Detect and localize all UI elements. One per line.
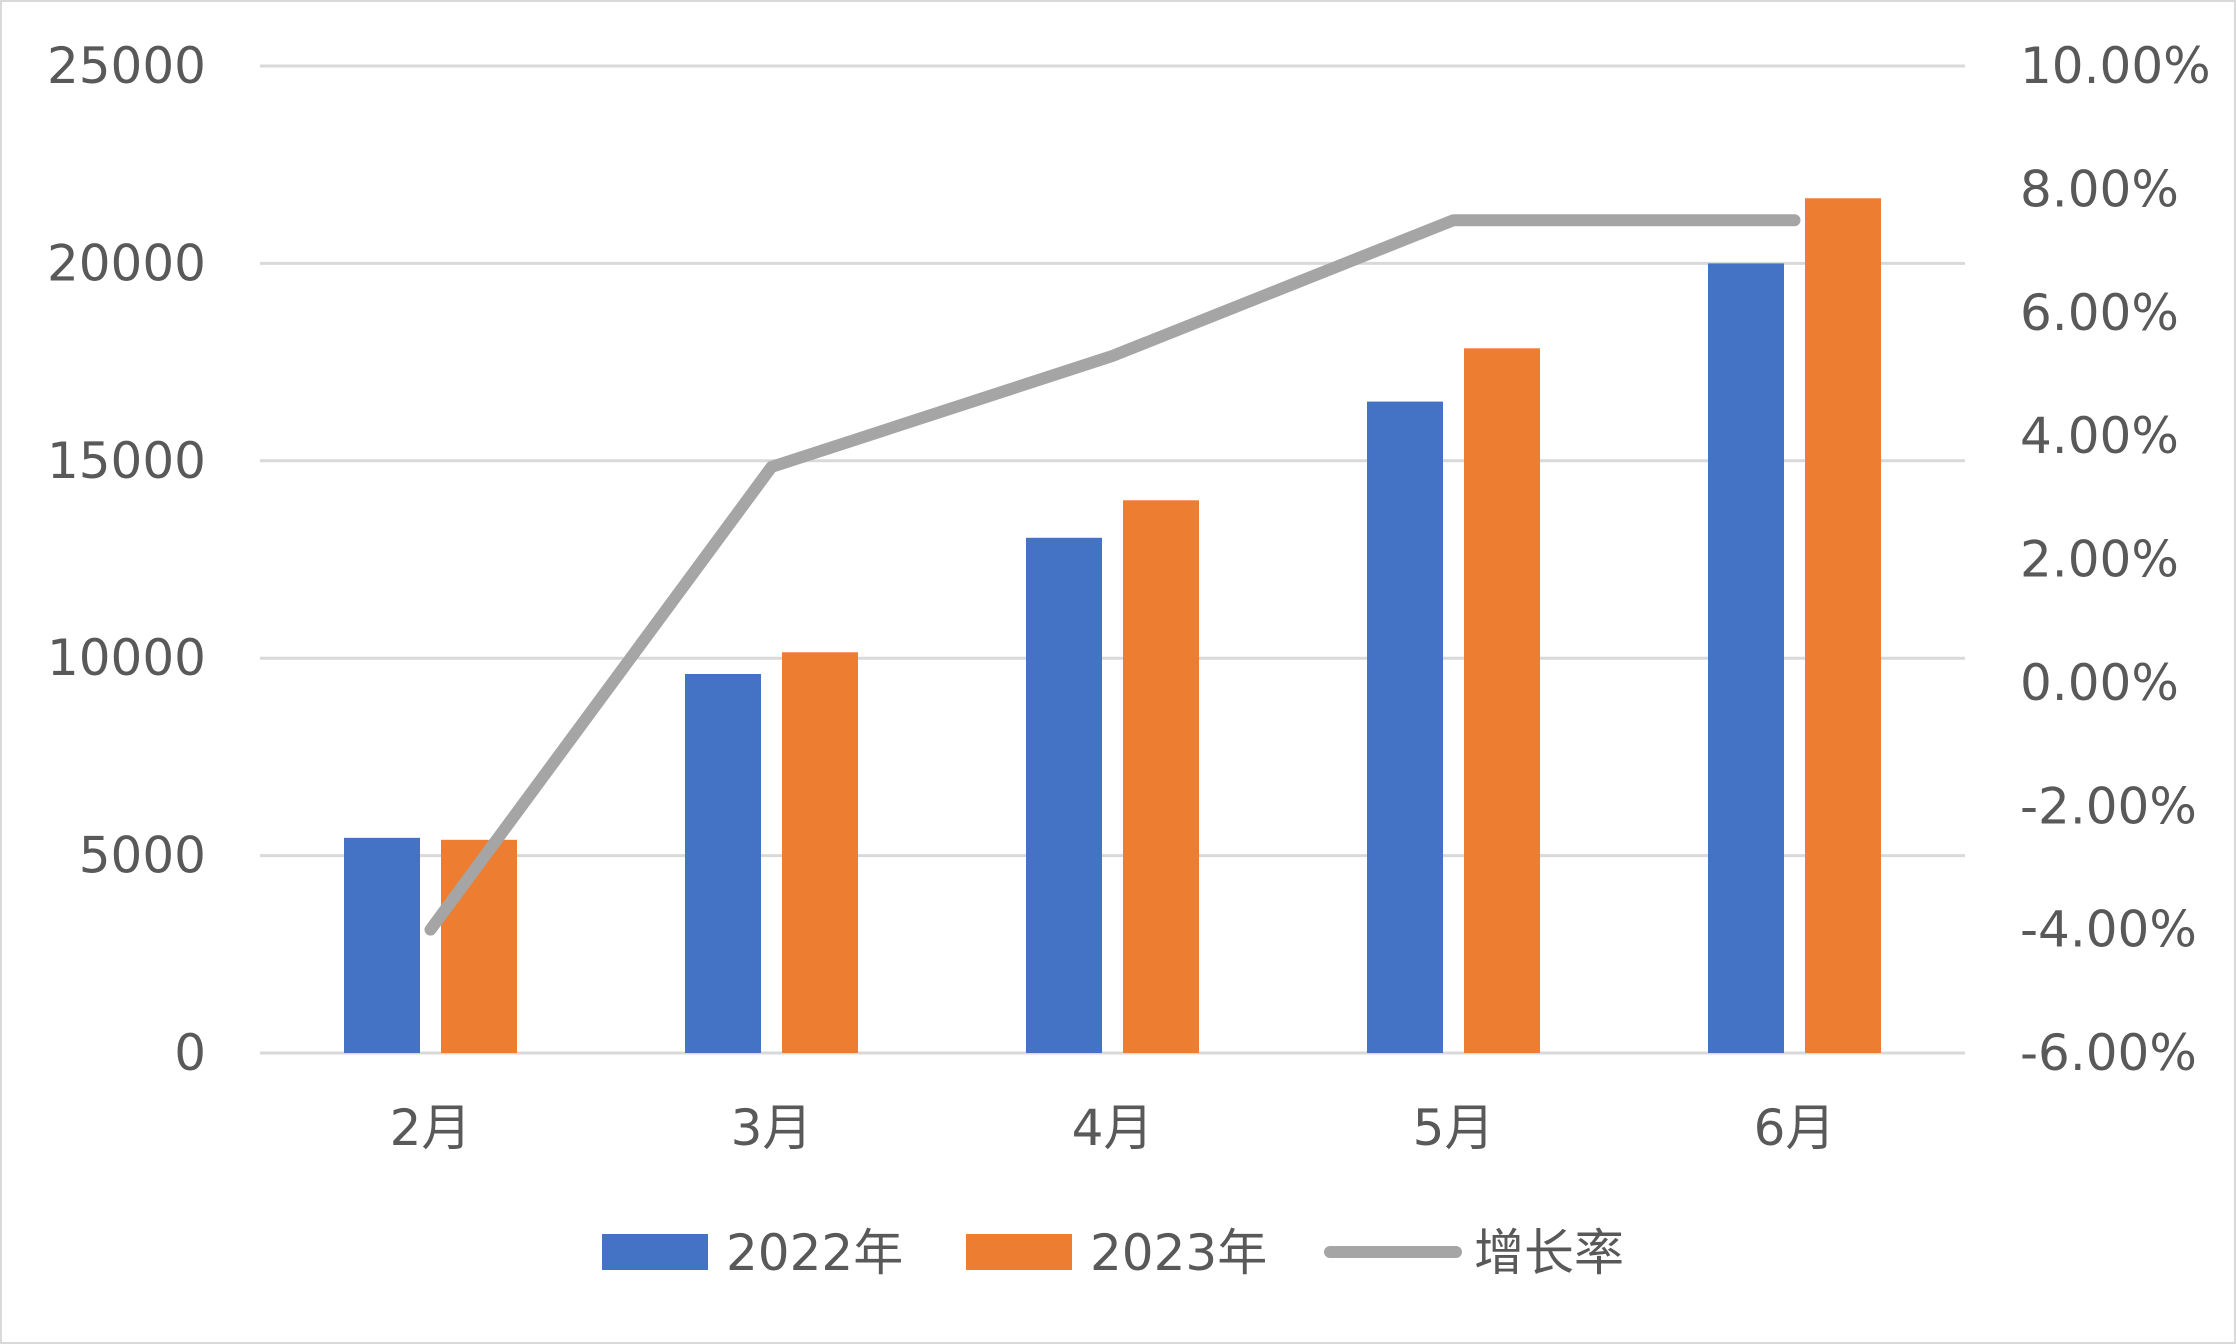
right-tick-label: 6.00% xyxy=(2020,284,2179,342)
left-tick-label: 15000 xyxy=(47,432,206,490)
bar-1 xyxy=(1708,263,1784,1053)
legend: 2022年 2023年 增长率 xyxy=(602,1224,1624,1282)
bar-1 xyxy=(1026,537,1102,1053)
right-tick-label: -4.00% xyxy=(2020,901,2197,959)
x-tick-label: 6月 xyxy=(1754,1099,1836,1157)
growth-rate-point xyxy=(1111,354,1114,357)
bar-2 xyxy=(1464,348,1540,1054)
growth-line xyxy=(424,214,1801,936)
bar-2 xyxy=(1805,198,1881,1053)
legend-label: 2022年 xyxy=(726,1224,903,1282)
x-tick-label: 3月 xyxy=(731,1099,813,1157)
right-tick-label: -2.00% xyxy=(2020,777,2197,835)
left-tick-label: 20000 xyxy=(47,234,206,292)
growth-rate-point xyxy=(770,465,773,468)
growth-rate-point xyxy=(429,928,432,931)
bar-1 xyxy=(1367,401,1443,1054)
bars xyxy=(344,198,1881,1054)
right-tick-label: 2.00% xyxy=(2020,531,2179,589)
legend-swatch xyxy=(966,1234,1072,1270)
x-tick-label: 2月 xyxy=(390,1099,472,1157)
growth-rate-point xyxy=(1793,219,1796,222)
bar-2 xyxy=(1123,500,1199,1053)
x-tick-label: 5月 xyxy=(1413,1099,1495,1157)
right-tick-label: 10.00% xyxy=(2020,37,2211,95)
bar-2 xyxy=(441,839,517,1053)
left-tick-label: 5000 xyxy=(79,827,206,885)
right-tick-label: -6.00% xyxy=(2020,1024,2197,1082)
x-tick-label: 4月 xyxy=(1072,1099,1154,1157)
legend-swatch xyxy=(602,1234,708,1270)
right-tick-label: 0.00% xyxy=(2020,654,2179,712)
left-tick-label: 0 xyxy=(174,1024,206,1082)
right-tick-label: 4.00% xyxy=(2020,407,2179,465)
bar-1 xyxy=(344,837,420,1053)
x-axis-tick-labels: 2月 3月 4月 5月 6月 xyxy=(390,1099,1836,1157)
growth-rate-point xyxy=(1452,219,1455,222)
legend-label: 增长率 xyxy=(1474,1224,1624,1282)
left-axis-tick-labels: 0 5000 10000 15000 20000 25000 xyxy=(47,37,206,1082)
gridlines xyxy=(260,64,1965,1055)
left-tick-label: 25000 xyxy=(47,37,206,95)
right-tick-label: 8.00% xyxy=(2020,160,2179,218)
left-tick-label: 10000 xyxy=(47,629,206,687)
bar-2 xyxy=(782,652,858,1053)
growth-rate-line xyxy=(424,214,1801,936)
right-axis-tick-labels: -6.00% -4.00% -2.00% 0.00% 2.00% 4.00% 6.00% 8.… xyxy=(2020,37,2211,1082)
legend-label: 2023年 xyxy=(1090,1224,1267,1282)
bar-1 xyxy=(685,673,761,1053)
